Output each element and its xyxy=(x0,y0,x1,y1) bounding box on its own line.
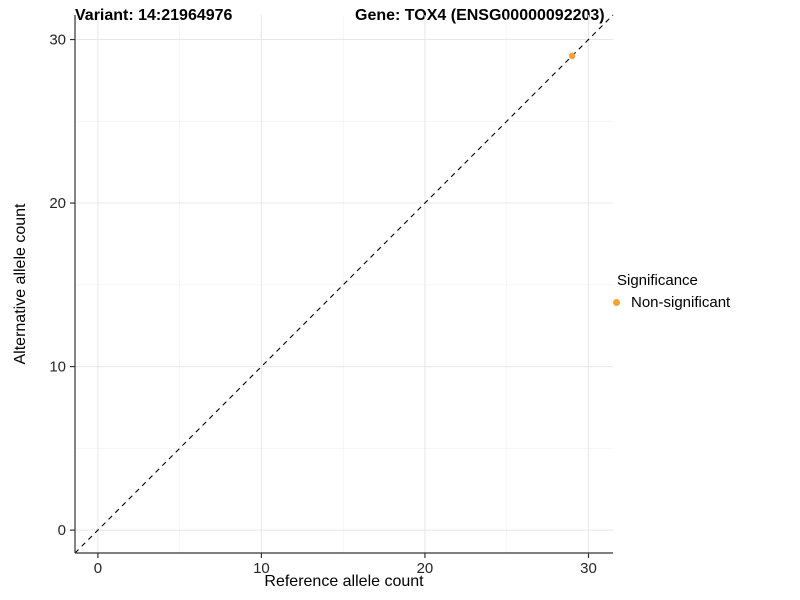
y-tick-label: 0 xyxy=(58,522,66,539)
x-axis-title: Reference allele count xyxy=(264,573,424,590)
x-tick-label: 10 xyxy=(253,560,270,577)
plot-title-variant: Variant: 14:21964976 xyxy=(75,7,233,24)
y-tick-label: 30 xyxy=(49,32,66,49)
x-tick-label: 20 xyxy=(417,560,434,577)
legend-item-label: Non-significant xyxy=(631,294,731,311)
identity-reference-line xyxy=(74,14,614,554)
y-tick-label: 10 xyxy=(49,359,66,376)
y-tick-label: 20 xyxy=(49,195,66,212)
y-axis-title: Alternative allele count xyxy=(12,203,29,365)
legend: Significance Non-significant xyxy=(612,271,730,312)
legend-title: Significance xyxy=(617,272,698,289)
data-point xyxy=(568,52,576,60)
legend-item-non-significant: Non-significant xyxy=(612,293,730,312)
plot-title-gene: Gene: TOX4 (ENSG00000092203) xyxy=(355,7,605,24)
x-tick-label: 30 xyxy=(580,560,597,577)
legend-key-dot-icon xyxy=(613,299,620,306)
x-tick-label: 0 xyxy=(94,560,102,577)
